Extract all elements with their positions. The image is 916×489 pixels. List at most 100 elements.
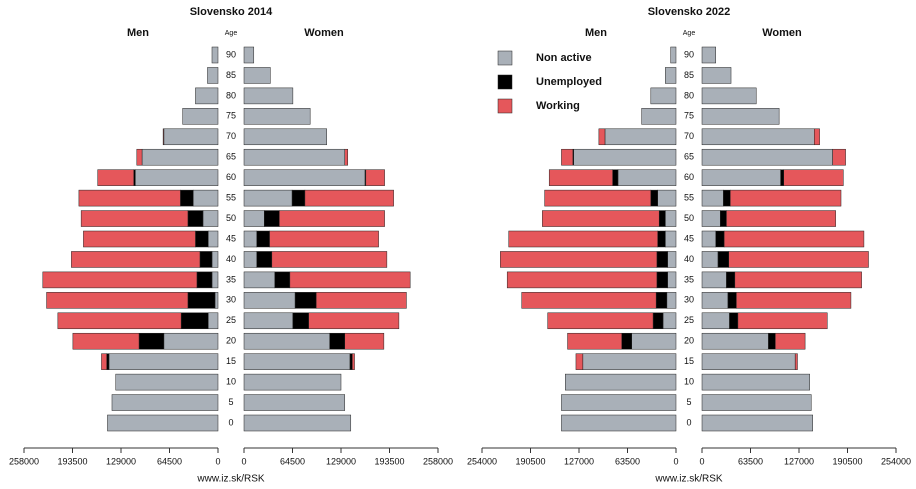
women-x-tick-label: 0 [241, 456, 246, 466]
age-tick-label: 85 [226, 70, 236, 80]
men-bar [162, 128, 165, 146]
women-label: Women [304, 27, 344, 39]
women-bar [349, 353, 353, 370]
men-bar [106, 353, 110, 370]
women-bar [294, 292, 317, 309]
women-x-tick-label: 258000 [423, 456, 453, 466]
women-bar [279, 210, 385, 227]
men-bar [542, 210, 660, 227]
women-bar [243, 373, 342, 391]
men-bar [136, 148, 143, 166]
women-bar [243, 169, 366, 186]
women-bar [727, 292, 737, 309]
age-tick-label: 15 [684, 356, 694, 366]
women-bar [832, 148, 846, 166]
women-bar [243, 414, 352, 432]
men-bar [612, 169, 619, 186]
age-tick-label: 30 [684, 295, 694, 305]
age-tick-label: 20 [684, 336, 694, 346]
women-bar [701, 230, 716, 248]
women-bar [352, 353, 355, 370]
women-bar [768, 332, 776, 350]
women-bar [291, 189, 306, 207]
age-tick-label: 5 [686, 397, 691, 407]
women-bar [243, 312, 294, 330]
women-bar [780, 169, 784, 186]
men-bar [665, 230, 677, 248]
age-label: Age [225, 30, 238, 37]
men-x-tick-label: 127000 [564, 456, 594, 466]
men-bar [561, 148, 574, 166]
age-tick-label: 45 [226, 233, 236, 243]
women-bar [329, 332, 346, 350]
men-bar [662, 312, 677, 330]
men-bar [667, 271, 677, 289]
men-bar [78, 189, 181, 207]
women-bar [701, 353, 796, 370]
age-tick-label: 25 [226, 315, 236, 325]
men-bar [101, 353, 107, 370]
age-tick-label: 75 [226, 111, 236, 121]
women-x-tick-label: 254000 [881, 456, 911, 466]
men-bar [211, 271, 219, 289]
men-bar [667, 251, 677, 268]
age-label: Age [683, 30, 696, 37]
men-bar [656, 251, 668, 268]
women-bar [289, 271, 411, 289]
women-bar [715, 230, 725, 248]
men-bar [187, 292, 216, 309]
age-tick-label: 40 [684, 254, 694, 264]
women-bar [723, 230, 865, 248]
age-tick-label: 10 [226, 376, 236, 386]
women-bar [701, 148, 833, 166]
women-bar [271, 251, 388, 268]
men-bar [163, 128, 219, 146]
women-bar [701, 292, 729, 309]
women-bar [274, 271, 291, 289]
men-bar [163, 332, 219, 350]
men-bar [658, 210, 666, 227]
men-bar [42, 271, 198, 289]
women-bar [701, 414, 813, 432]
women-bar [701, 332, 769, 350]
legend-label: Working [536, 100, 580, 112]
age-tick-label: 35 [226, 274, 236, 284]
women-bar [701, 46, 716, 64]
age-tick-label: 75 [684, 111, 694, 121]
men-bar [80, 210, 189, 227]
women-bar [701, 67, 732, 84]
women-bar [723, 189, 731, 207]
men-bar [665, 67, 677, 84]
men-bar [617, 169, 677, 186]
men-bar [187, 210, 204, 227]
women-bar [728, 251, 869, 268]
women-bar [256, 251, 273, 268]
women-bar [308, 312, 400, 330]
age-tick-label: 65 [226, 152, 236, 162]
women-bar [729, 312, 739, 330]
men-bar [97, 169, 135, 186]
men-bar [180, 312, 209, 330]
men-bar [506, 271, 658, 289]
women-bar [701, 394, 812, 411]
men-bar [107, 414, 219, 432]
men-bar [135, 169, 219, 186]
men-bar [641, 108, 677, 125]
age-tick-label: 10 [684, 376, 694, 386]
men-x-tick-label: 0 [215, 456, 220, 466]
men-bar [561, 414, 677, 432]
men-x-tick-label: 190500 [515, 456, 545, 466]
women-bar [701, 128, 815, 146]
women-bar [304, 189, 394, 207]
women-bar [794, 353, 798, 370]
women-bar [701, 87, 757, 105]
women-bar [243, 189, 293, 207]
women-bar [701, 108, 780, 125]
women-bar [701, 169, 781, 186]
men-bar [57, 312, 182, 330]
chart-title: Slovensko 2014 [190, 6, 273, 18]
women-bar [344, 148, 349, 166]
legend-swatch [497, 98, 513, 114]
women-bar [256, 230, 270, 248]
